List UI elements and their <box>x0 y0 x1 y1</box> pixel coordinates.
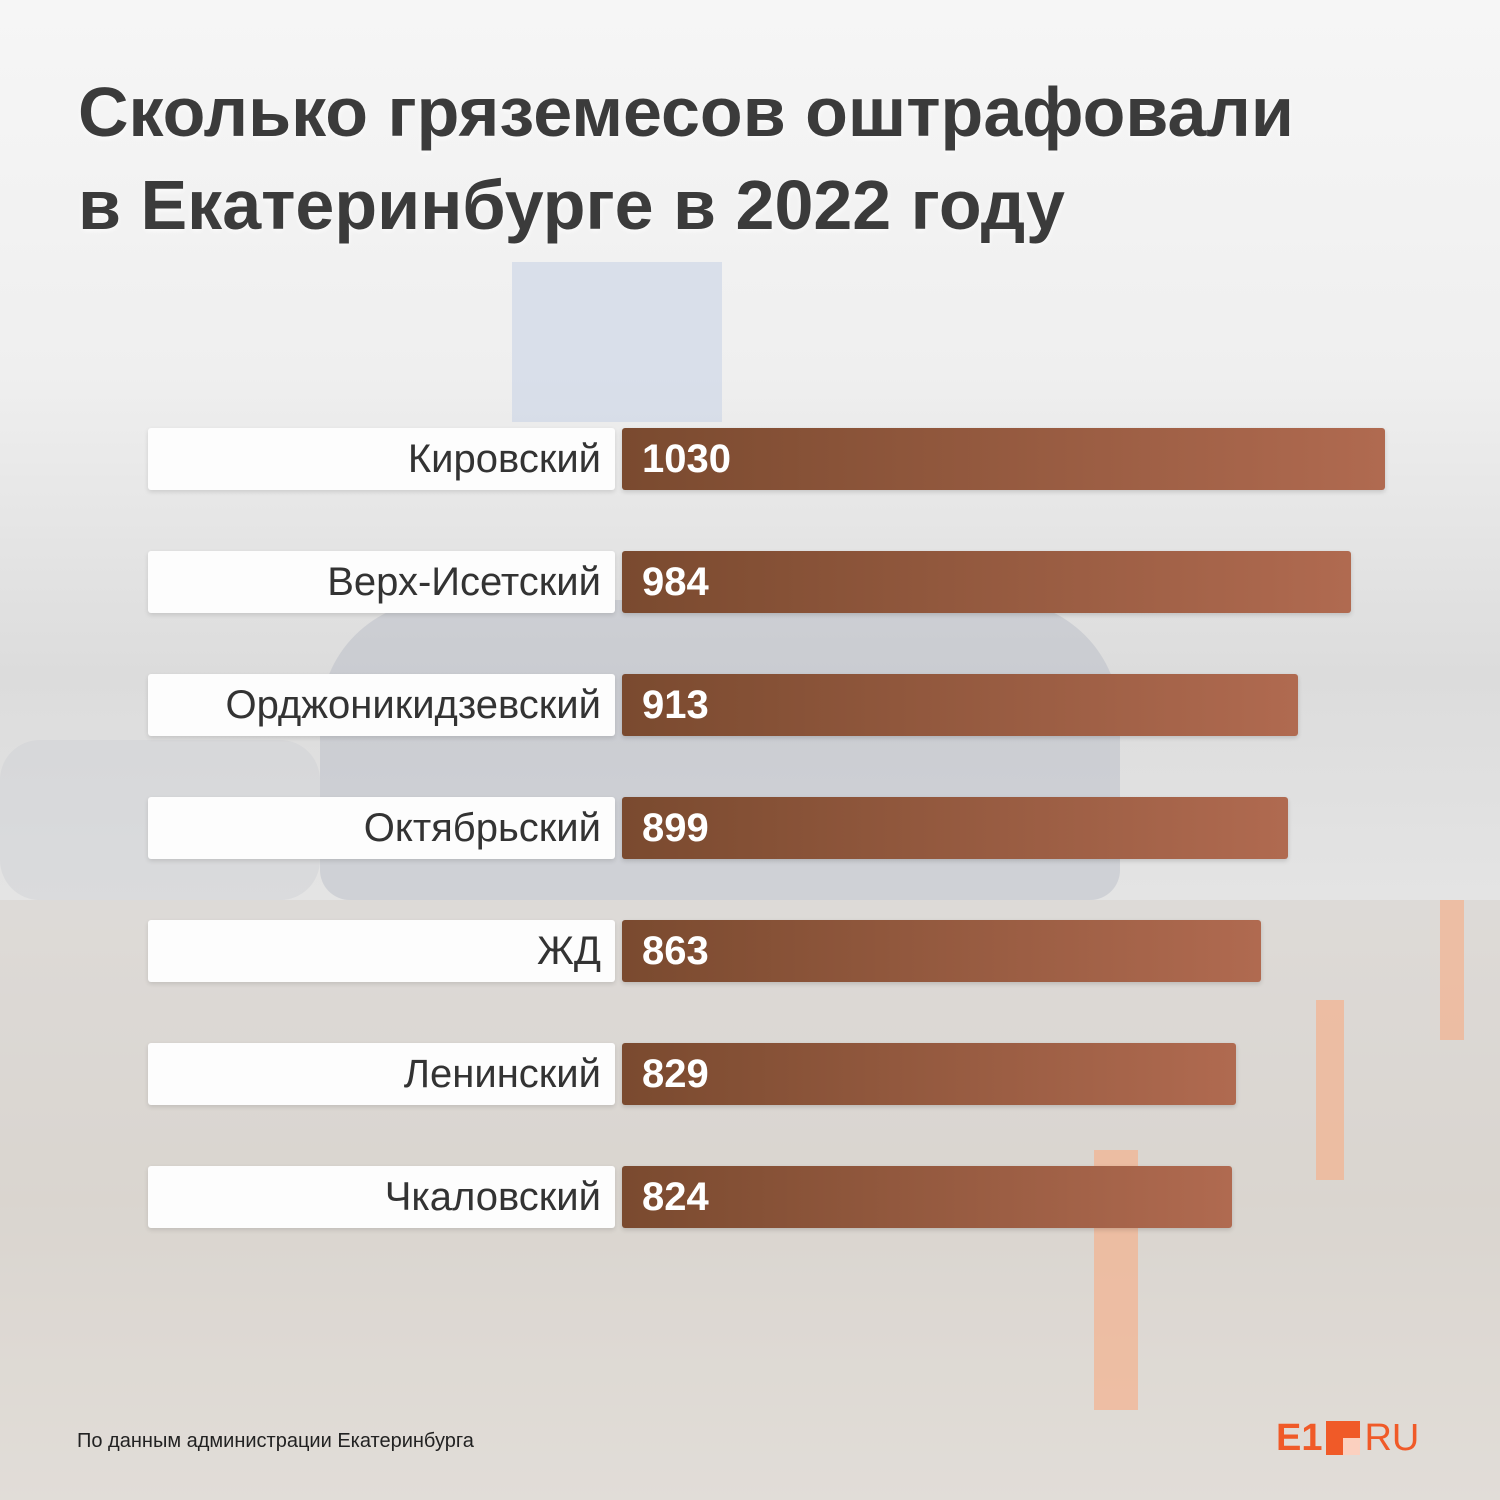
value-label: 824 <box>642 1175 709 1219</box>
category-label: Верх-Исетский <box>148 551 615 613</box>
value-label: 913 <box>642 683 709 727</box>
category-label: Ленинский <box>148 1043 615 1105</box>
category-label: Кировский <box>148 428 615 490</box>
value-label: 899 <box>642 806 709 850</box>
bar <box>622 551 1351 613</box>
logo-text: E1 <box>1276 1416 1323 1459</box>
bar <box>622 797 1288 859</box>
bar <box>622 920 1262 982</box>
value-label: 1030 <box>642 437 731 481</box>
chart-title: в Екатеринбурге в 2022 году <box>78 166 1065 244</box>
background-post <box>1316 1000 1344 1180</box>
background-post <box>1440 900 1464 1040</box>
logo-square <box>1326 1421 1361 1455</box>
category-label: Октябрьский <box>148 797 615 859</box>
value-label: 829 <box>642 1052 709 1096</box>
logo-text: RU <box>1364 1416 1420 1459</box>
bar <box>622 1043 1237 1105</box>
chart-title: Сколько гряземесов оштрафовали <box>78 73 1294 151</box>
category-label: ЖД <box>148 920 615 982</box>
logo: E1 RU <box>1276 1416 1420 1459</box>
bar <box>622 428 1385 490</box>
category-label: Орджоникидзевский <box>148 674 615 736</box>
bar <box>622 674 1299 736</box>
background-billboard <box>512 262 722 422</box>
source: По данным администрации Екатеринбурга <box>77 1430 474 1452</box>
value-label: 984 <box>642 560 709 604</box>
category-label: Чкаловский <box>148 1166 615 1228</box>
bar <box>622 1166 1233 1228</box>
value-label: 863 <box>642 929 709 973</box>
